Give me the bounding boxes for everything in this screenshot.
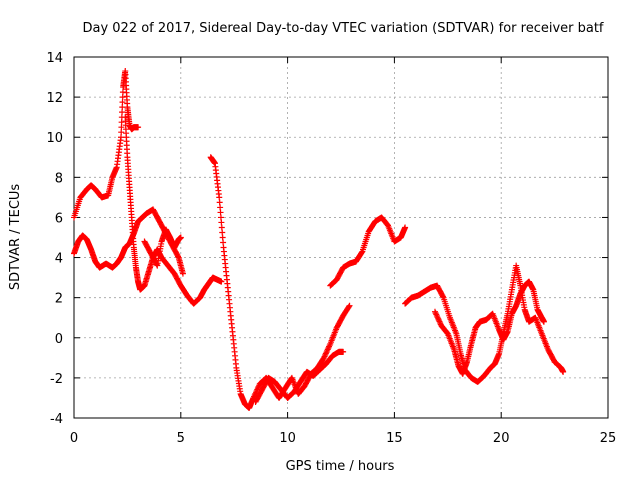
data-point <box>340 348 347 355</box>
data-point <box>219 229 226 236</box>
data-point <box>218 278 225 285</box>
series-trace-e <box>207 154 353 411</box>
data-point <box>175 253 182 260</box>
y-tick-label: 6 <box>55 211 63 226</box>
data-point <box>216 199 223 206</box>
data-point <box>219 234 226 241</box>
y-tick-label: 8 <box>55 171 63 186</box>
x-tick-label: 20 <box>493 431 510 446</box>
data-point <box>119 94 126 101</box>
data-point <box>218 219 225 226</box>
y-tick-label: 0 <box>55 332 63 347</box>
y-tick-label: -2 <box>50 372 63 387</box>
data-point <box>216 194 223 201</box>
data-point <box>135 124 142 131</box>
series-trace-a <box>71 68 142 221</box>
y-axis-label: SDTVAR / TECUs <box>8 184 23 291</box>
data-point <box>119 99 126 106</box>
y-tick-label: 4 <box>55 252 63 267</box>
data-point <box>117 134 124 141</box>
data-point <box>118 119 125 126</box>
data-point <box>119 89 126 96</box>
series-trace-b <box>122 114 225 307</box>
data-point <box>177 234 184 241</box>
data-point <box>560 368 567 375</box>
data-point <box>358 249 365 256</box>
x-tick-label: 0 <box>70 431 78 446</box>
grid-lines <box>74 57 608 418</box>
x-tick-label: 5 <box>177 431 185 446</box>
data-point <box>345 303 352 310</box>
x-tick-label: 15 <box>386 431 403 446</box>
data-point <box>217 209 224 216</box>
x-axis-label: GPS time / hours <box>286 459 395 474</box>
data-point <box>439 293 446 300</box>
data-point <box>217 204 224 211</box>
chart-title: Day 022 of 2017, Sidereal Day-to-day VTE… <box>82 21 603 36</box>
data-point <box>220 239 227 246</box>
series-trace-f <box>252 348 347 405</box>
data-point <box>118 129 125 136</box>
y-tick-label: 10 <box>46 131 63 146</box>
data-points <box>71 68 567 411</box>
y-tick-label: 12 <box>46 91 63 106</box>
series-trace-d <box>141 226 184 269</box>
series-trace-g <box>327 214 409 289</box>
plot-frame <box>73 56 609 419</box>
data-point <box>153 261 160 268</box>
data-point <box>119 109 126 116</box>
data-point <box>118 124 125 131</box>
data-point <box>346 302 353 309</box>
y-tick-label: -4 <box>50 412 63 427</box>
series-trace-i <box>431 278 547 377</box>
axis-ticks: 0 5 10 15 20 25 -4 -2 0 2 4 6 8 10 12 14 <box>46 51 616 446</box>
x-tick-label: 25 <box>600 431 617 446</box>
series-trace-h <box>402 262 567 385</box>
data-point <box>119 104 126 111</box>
data-point <box>218 224 225 231</box>
data-point <box>402 224 409 231</box>
data-point <box>540 318 547 325</box>
y-tick-label: 14 <box>46 51 63 66</box>
data-point <box>217 214 224 221</box>
data-point <box>179 270 186 277</box>
x-tick-label: 10 <box>279 431 296 446</box>
y-tick-label: 2 <box>55 292 63 307</box>
